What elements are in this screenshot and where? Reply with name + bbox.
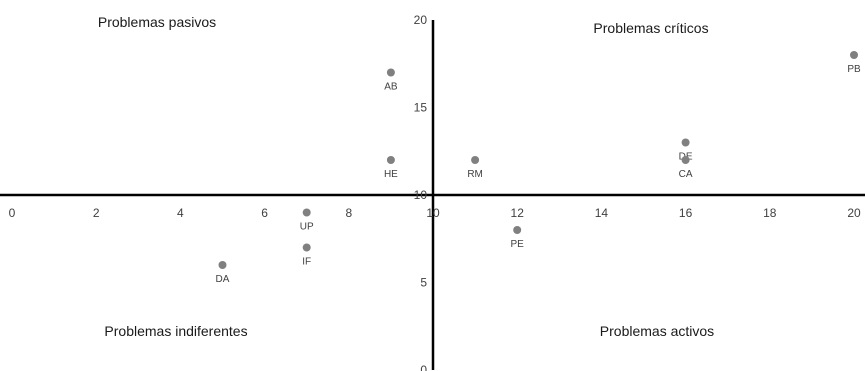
data-point-rm [471, 156, 480, 164]
data-label-ab: AB [384, 82, 398, 93]
data-points: ABHERMDECAPBUPIFDAPE [216, 51, 861, 285]
data-point-ab [386, 68, 395, 77]
data-label-if: IF [302, 257, 311, 268]
data-point-pb [850, 51, 858, 59]
quadrant-label-top-left: Problemas pasivos [98, 14, 216, 30]
data-label-rm: RM [467, 169, 483, 180]
data-label-pe: PE [511, 239, 525, 250]
data-point-if [302, 243, 311, 252]
x-tick-label: 8 [345, 206, 352, 220]
x-tick-label: 16 [679, 206, 693, 220]
y-tick-label: 5 [420, 276, 427, 290]
axes [0, 20, 865, 370]
data-point-de [681, 138, 690, 147]
x-tick-label: 12 [511, 206, 525, 220]
data-label-da: DA [216, 274, 230, 285]
y-tick-label: 0 [420, 363, 427, 371]
quadrant-label-top-right: Problemas críticos [593, 20, 708, 36]
data-point-ca [681, 156, 690, 164]
data-point-pe [513, 226, 522, 234]
x-tick-label: 4 [177, 206, 184, 220]
x-tick-label: 6 [261, 206, 268, 220]
quadrant-label-bottom-left: Problemas indiferentes [104, 323, 247, 339]
data-point-da [218, 261, 227, 269]
x-tick-label: 10 [426, 206, 440, 220]
x-tick-label: 18 [763, 206, 777, 220]
y-tick-label: 20 [414, 13, 428, 27]
quadrant-label-bottom-right: Problemas activos [600, 323, 714, 339]
quadrant-labels: Problemas pasivos Problemas críticos Pro… [98, 14, 714, 339]
x-tick-label: 14 [595, 206, 609, 220]
data-point-he [386, 156, 395, 164]
data-point-up [302, 208, 311, 217]
data-label-ca: CA [679, 169, 693, 180]
y-tick-label: 10 [414, 188, 428, 202]
tick-labels: 0 2 4 6 8 10 12 14 16 18 20 0 5 10 15 20 [9, 13, 861, 371]
data-label-he: HE [384, 169, 398, 180]
y-tick-label: 15 [414, 101, 428, 115]
data-label-up: UP [300, 222, 314, 233]
data-label-pb: PB [847, 64, 861, 75]
x-tick-label: 20 [847, 206, 861, 220]
x-tick-label: 0 [9, 206, 16, 220]
x-tick-label: 2 [93, 206, 100, 220]
